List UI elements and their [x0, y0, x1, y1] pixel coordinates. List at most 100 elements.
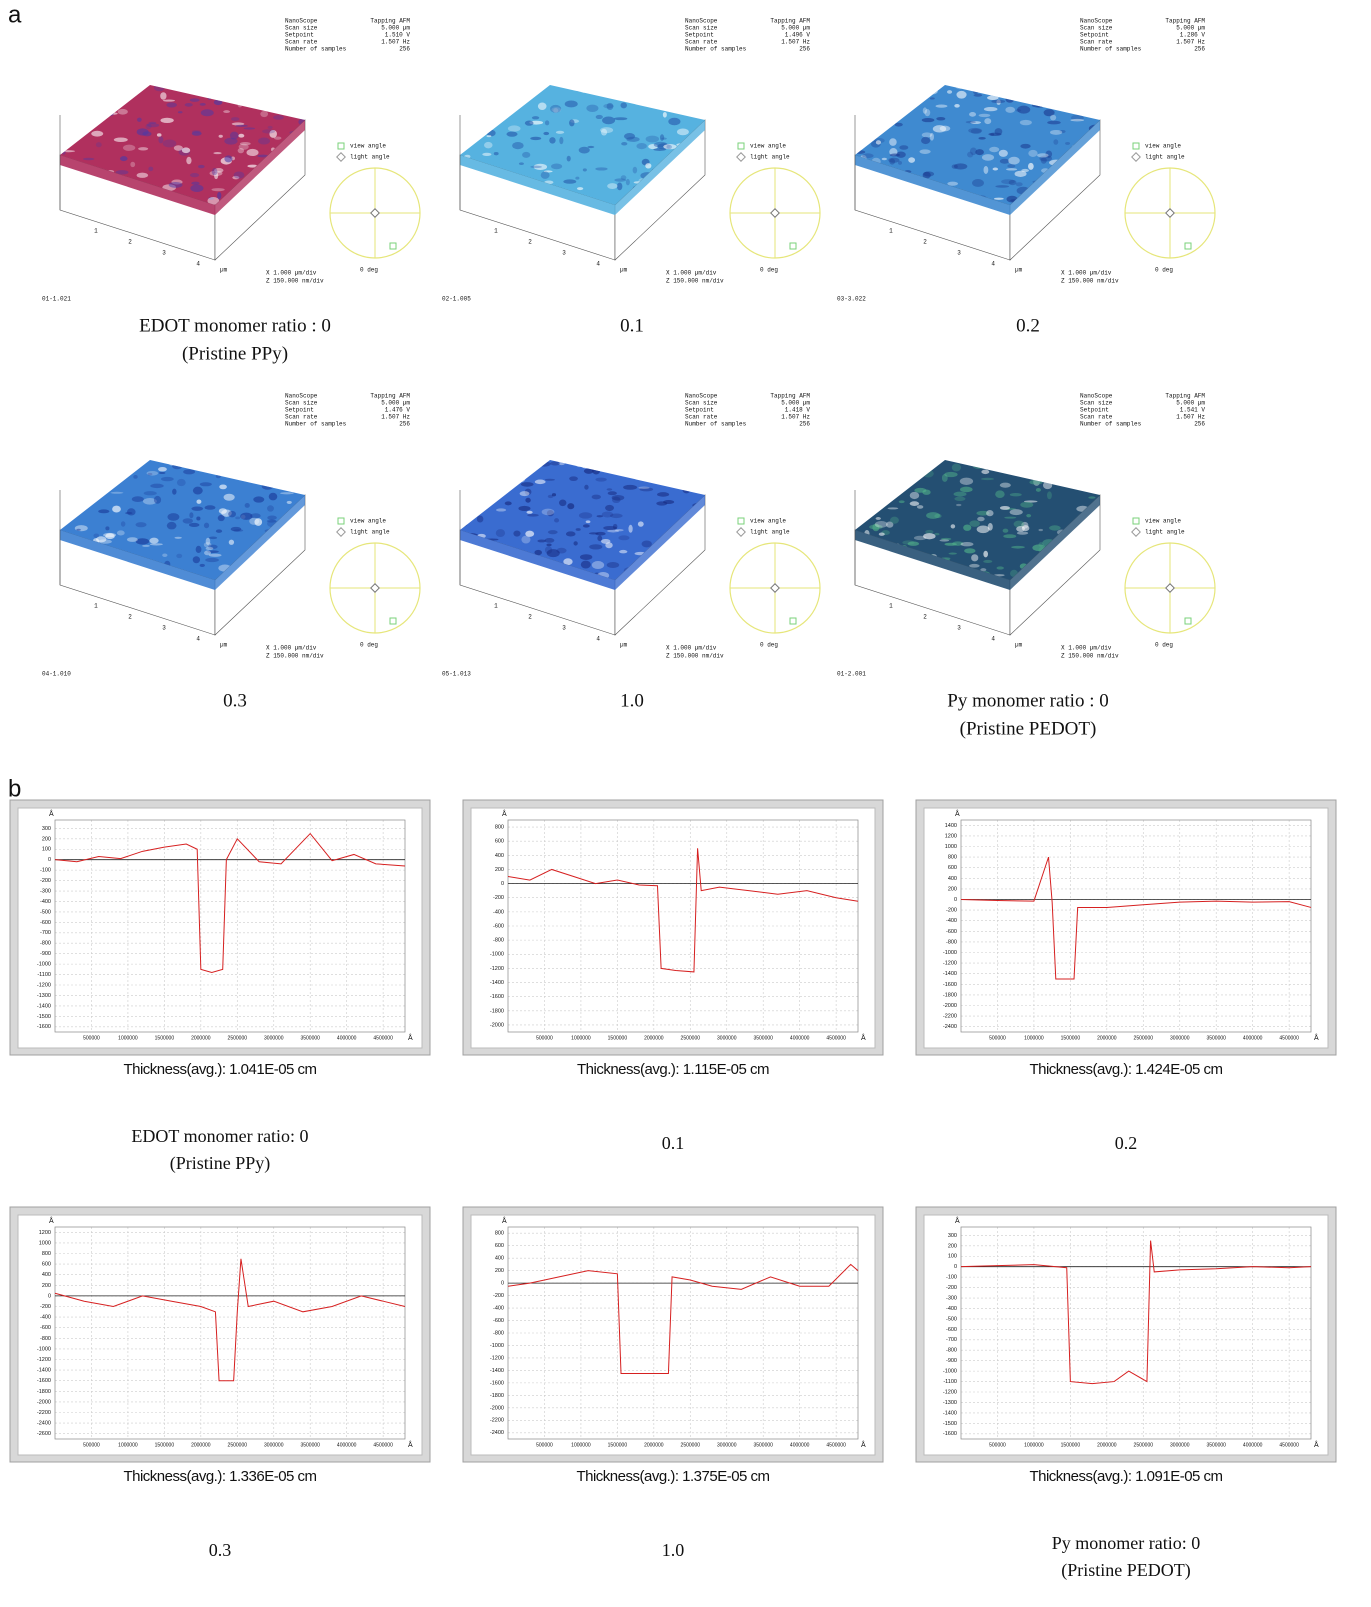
x-tick-label: 2000000 [191, 1442, 211, 1448]
info-value: 1.418 V [785, 407, 811, 414]
y-tick-label: 1400 [945, 823, 957, 829]
y-tick-label: -2400 [943, 1024, 957, 1030]
texture-spot [657, 104, 670, 109]
texture-spot [1011, 546, 1025, 549]
y-tick-label: -1600 [37, 1378, 51, 1384]
center-marker [371, 584, 379, 592]
panel-letter: b [8, 775, 21, 802]
texture-spot [658, 470, 668, 478]
texture-spot [1005, 107, 1015, 113]
x-tick-label: 2000000 [191, 1035, 211, 1041]
texture-spot [292, 91, 298, 94]
y-tick-label: -200 [493, 895, 504, 901]
texture-spot [207, 94, 211, 100]
texture-spot [71, 116, 75, 123]
texture-spot [629, 471, 638, 475]
info-label: Scan size [685, 400, 718, 407]
y-tick-label: -1000 [37, 962, 51, 968]
scale-text: Z 150.000 nm/div [266, 278, 324, 285]
texture-spot [123, 145, 135, 151]
texture-spot [222, 96, 228, 99]
caption: (Pristine PPy) [182, 343, 288, 364]
texture-spot [77, 133, 83, 135]
texture-spot [538, 103, 547, 110]
texture-spot [158, 136, 163, 143]
legend-text: light angle [1145, 154, 1185, 161]
texture-spot [667, 105, 678, 110]
y-tick-label: 300 [42, 826, 51, 832]
center-marker [771, 584, 779, 592]
y-tick-label: -400 [40, 1315, 51, 1321]
legend-box [738, 518, 744, 524]
texture-spot [583, 524, 590, 527]
texture-spot [580, 88, 589, 93]
texture-spot [189, 523, 200, 527]
texture-spot [200, 103, 206, 106]
texture-spot [108, 467, 117, 472]
x-tick-label: 3500000 [300, 1035, 320, 1041]
x-tick-label: 3000000 [717, 1035, 737, 1041]
texture-spot [683, 487, 691, 493]
texture-spot [118, 109, 128, 115]
texture-spot [205, 505, 216, 509]
x-tick-label: 1500000 [155, 1035, 175, 1041]
texture-spot [206, 467, 219, 471]
texture-spot [458, 522, 467, 527]
texture-spot [99, 91, 106, 97]
y-tick-label: 600 [42, 1262, 51, 1268]
texture-spot [247, 459, 261, 461]
axis-tick-label: 1 [494, 603, 498, 610]
texture-spot [237, 100, 242, 108]
info-value: Tapping AFM [770, 18, 810, 25]
texture-spot [688, 470, 692, 475]
scale-text: Z 150.000 nm/div [266, 653, 324, 660]
x-tick-label: 1500000 [1061, 1442, 1081, 1448]
texture-spot [190, 98, 200, 101]
texture-spot [954, 104, 959, 108]
texture-spot [1029, 480, 1042, 485]
texture-spot [670, 102, 677, 106]
y-tick-label: -1000 [490, 1343, 504, 1349]
texture-spot [925, 109, 931, 116]
y-tick-label: -800 [40, 941, 51, 947]
texture-spot [581, 561, 591, 569]
texture-spot [573, 541, 577, 545]
y-tick-label: 1000 [945, 844, 957, 850]
texture-spot [595, 478, 606, 482]
texture-spot [923, 171, 934, 176]
texture-spot [196, 517, 200, 521]
y-tick-label: -2200 [490, 1418, 504, 1424]
texture-spot [624, 133, 635, 140]
texture-spot [137, 118, 142, 122]
texture-spot [196, 546, 202, 553]
y-tick-label: -800 [946, 1348, 957, 1354]
y-tick-label: -200 [40, 878, 51, 884]
texture-spot [154, 84, 165, 91]
texture-spot [991, 100, 1005, 103]
texture-spot [267, 515, 277, 519]
texture-spot [922, 132, 933, 137]
y-tick-label: -900 [40, 951, 51, 957]
axis-unit: µm [1015, 267, 1023, 274]
texture-spot [218, 515, 225, 521]
texture-spot [954, 492, 967, 497]
texture-spot [267, 505, 274, 511]
caption: Py monomer ratio : 0 [947, 690, 1108, 711]
y-tick-label: -1800 [490, 1393, 504, 1399]
x-tick-label: 1000000 [118, 1035, 138, 1041]
x-tick-label: 1500000 [155, 1442, 175, 1448]
angle-text: 0 deg [360, 267, 378, 274]
y-tick-label: -1300 [943, 1400, 957, 1406]
y-tick-label: -400 [493, 1306, 504, 1312]
texture-spot [552, 493, 556, 496]
texture-spot [253, 496, 264, 502]
texture-spot [1101, 95, 1106, 101]
texture-spot [200, 482, 212, 486]
chart-inner [18, 1215, 422, 1455]
texture-spot [889, 138, 897, 146]
y-tick-label: -1600 [490, 1380, 504, 1386]
texture-spot [883, 484, 895, 488]
texture-spot [1044, 91, 1049, 98]
x-tick-label: 1000000 [1024, 1035, 1044, 1041]
axis-tick-label: 4 [991, 261, 995, 268]
